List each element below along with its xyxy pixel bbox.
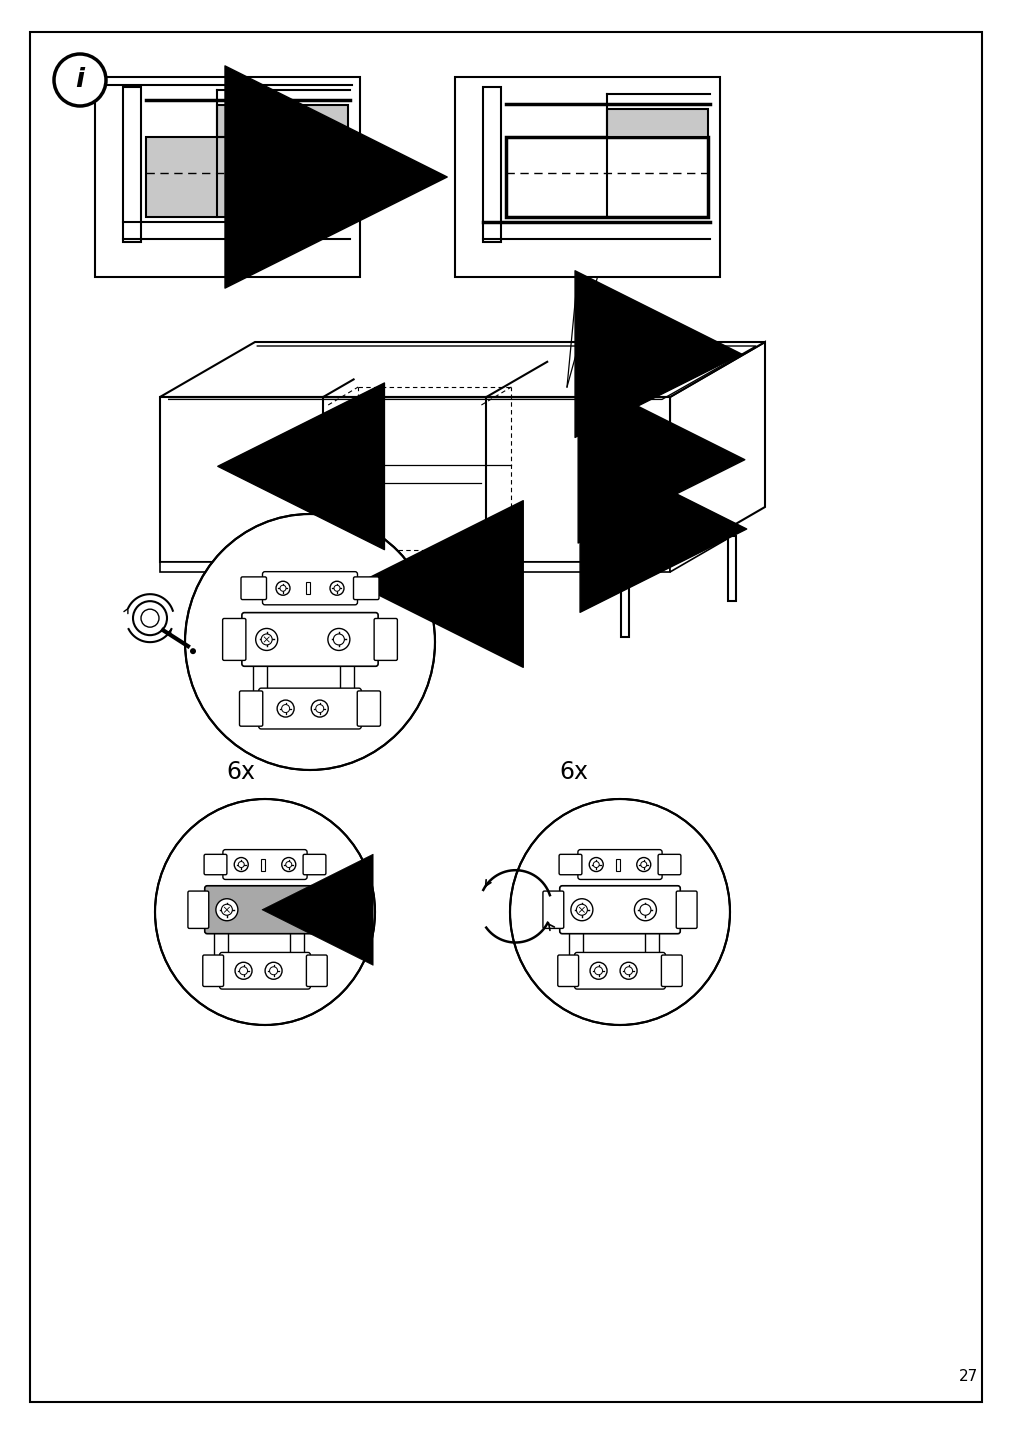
Circle shape: [333, 634, 344, 644]
FancyBboxPatch shape: [306, 955, 327, 987]
FancyBboxPatch shape: [259, 689, 361, 729]
Bar: [261, 859, 265, 871]
Bar: [123, 87, 141, 242]
Circle shape: [636, 858, 650, 872]
Bar: [607, 109, 708, 137]
Ellipse shape: [155, 799, 375, 1025]
Circle shape: [634, 899, 656, 921]
Bar: [616, 859, 620, 871]
FancyBboxPatch shape: [558, 855, 581, 875]
FancyBboxPatch shape: [357, 690, 380, 726]
Circle shape: [235, 962, 252, 979]
Text: 27: 27: [957, 1369, 977, 1383]
Bar: [146, 137, 348, 218]
FancyBboxPatch shape: [657, 855, 680, 875]
Circle shape: [190, 649, 196, 654]
Bar: [482, 87, 500, 242]
Circle shape: [281, 705, 289, 713]
Circle shape: [221, 904, 233, 915]
Ellipse shape: [132, 601, 167, 636]
Circle shape: [269, 967, 277, 975]
Circle shape: [234, 858, 248, 872]
Circle shape: [593, 967, 602, 975]
FancyBboxPatch shape: [219, 952, 310, 990]
Circle shape: [280, 586, 286, 591]
Ellipse shape: [141, 609, 159, 627]
Circle shape: [215, 899, 238, 921]
FancyBboxPatch shape: [240, 690, 263, 726]
FancyBboxPatch shape: [353, 577, 379, 600]
Circle shape: [238, 862, 244, 868]
Circle shape: [330, 581, 344, 596]
FancyBboxPatch shape: [577, 849, 661, 879]
Circle shape: [311, 700, 328, 717]
Circle shape: [276, 581, 290, 596]
Circle shape: [277, 700, 294, 717]
Circle shape: [570, 899, 592, 921]
Bar: [727, 536, 735, 601]
Bar: [396, 571, 404, 637]
Circle shape: [640, 862, 646, 868]
Circle shape: [281, 858, 295, 872]
Bar: [95, 77, 360, 276]
Bar: [306, 583, 310, 594]
FancyBboxPatch shape: [661, 955, 681, 987]
Bar: [607, 109, 708, 137]
Bar: [506, 137, 708, 218]
FancyBboxPatch shape: [675, 891, 697, 928]
FancyBboxPatch shape: [241, 577, 266, 600]
FancyBboxPatch shape: [204, 886, 325, 934]
Bar: [216, 105, 348, 137]
Circle shape: [328, 629, 350, 650]
Circle shape: [589, 962, 607, 979]
Circle shape: [624, 967, 632, 975]
FancyBboxPatch shape: [559, 886, 679, 934]
Circle shape: [279, 899, 301, 921]
FancyBboxPatch shape: [320, 891, 342, 928]
Bar: [455, 77, 719, 276]
Circle shape: [315, 705, 324, 713]
Circle shape: [620, 962, 637, 979]
Circle shape: [576, 904, 586, 915]
FancyBboxPatch shape: [202, 955, 223, 987]
FancyBboxPatch shape: [188, 891, 208, 928]
FancyBboxPatch shape: [557, 955, 578, 987]
Polygon shape: [160, 342, 764, 397]
FancyBboxPatch shape: [222, 619, 246, 660]
Bar: [146, 137, 348, 218]
FancyBboxPatch shape: [542, 891, 563, 928]
FancyBboxPatch shape: [303, 855, 326, 875]
Circle shape: [256, 629, 277, 650]
FancyBboxPatch shape: [242, 613, 378, 666]
Circle shape: [334, 586, 340, 591]
FancyBboxPatch shape: [374, 619, 397, 660]
Circle shape: [240, 967, 248, 975]
Text: 6x: 6x: [266, 473, 295, 495]
FancyBboxPatch shape: [262, 571, 357, 604]
Circle shape: [592, 862, 599, 868]
Polygon shape: [669, 342, 764, 561]
Bar: [160, 397, 669, 561]
FancyBboxPatch shape: [222, 849, 306, 879]
Circle shape: [54, 54, 106, 106]
Circle shape: [265, 962, 282, 979]
Text: 6x: 6x: [559, 760, 588, 783]
Bar: [160, 561, 669, 571]
Ellipse shape: [510, 799, 729, 1025]
Polygon shape: [669, 528, 726, 571]
Circle shape: [261, 634, 272, 644]
Text: 6x: 6x: [226, 760, 255, 783]
FancyBboxPatch shape: [204, 855, 226, 875]
Text: i: i: [76, 67, 84, 93]
Circle shape: [285, 862, 291, 868]
Circle shape: [639, 904, 650, 915]
Ellipse shape: [185, 514, 435, 770]
Bar: [216, 105, 348, 137]
Circle shape: [285, 904, 295, 915]
FancyBboxPatch shape: [574, 952, 665, 990]
Bar: [621, 571, 629, 637]
Circle shape: [588, 858, 603, 872]
Bar: [213, 571, 221, 637]
